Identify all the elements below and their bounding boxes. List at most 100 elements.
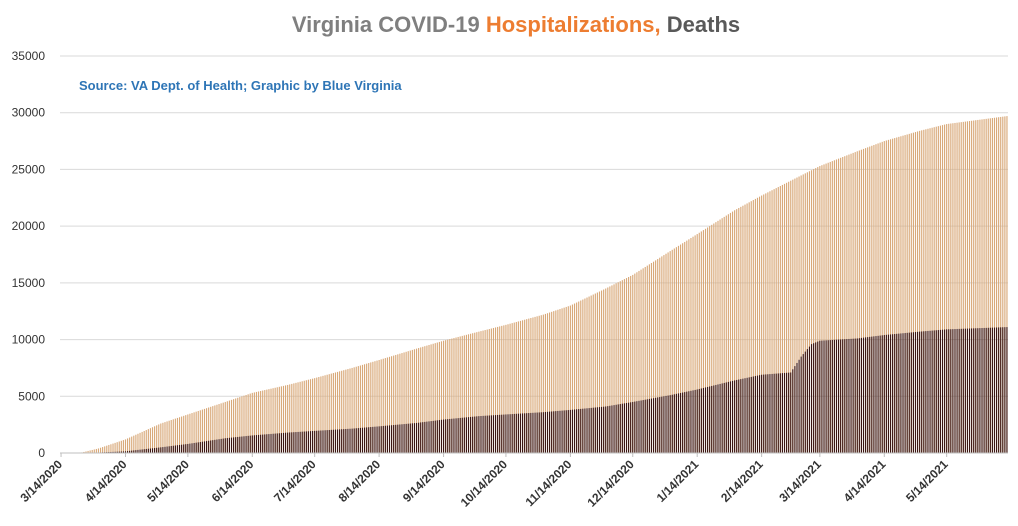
hospitalization-bar [193,412,195,453]
death-bar [648,398,650,453]
hospitalization-bar [104,446,106,453]
hospitalization-bar [440,341,443,453]
death-bar [339,429,341,453]
death-bar [887,334,890,453]
hospitalization-bar [931,127,933,453]
hospitalization-bar [218,404,220,453]
death-bar [145,448,147,453]
hospitalization-bar [659,257,661,453]
death-bar [898,333,900,453]
death-bar [925,331,927,453]
hospitalization-bar [478,331,480,453]
death-bar [821,340,823,453]
hospitalization-bar [118,441,120,453]
death-bar [958,328,960,453]
hospitalization-bar [692,236,694,453]
hospitalization-bar [243,395,245,453]
hospitalization-bar [867,147,869,453]
hospitalization-bar [397,354,399,453]
death-bar [424,421,426,453]
hospitalization-bar [954,122,956,454]
hospitalization-bar [474,332,476,453]
hospitalization-bar [657,259,659,453]
hospitalization-bar [607,287,609,453]
hospitalization-bar [650,263,653,453]
death-bar [507,414,509,453]
hospitalization-bar [332,373,334,453]
death-bar [673,394,675,453]
death-bar [422,422,424,453]
hospitalization-bar [640,269,642,453]
hospitalization-bar [442,340,445,453]
death-bar [357,428,359,453]
hospitalization-bar [168,420,170,453]
hospitalization-bar [860,149,862,453]
hospitalization-bar [551,311,553,453]
death-bar [594,407,596,453]
death-bar [380,426,382,453]
hospitalization-bar [268,389,270,453]
death-bar [187,443,189,453]
hospitalization-bar [902,135,904,454]
death-bar [561,410,563,453]
death-bar [124,451,127,453]
hospitalization-bar [137,433,139,453]
hospitalization-bar [889,139,892,453]
hospitalization-bar [960,122,962,453]
death-bar [835,339,838,453]
hospitalization-bar [590,295,592,453]
hospitalization-bar [1000,116,1002,453]
hospitalization-bar [690,238,692,453]
hospitalization-bar [191,413,193,453]
death-bar [590,407,592,453]
death-bar [844,339,846,453]
hospitalization-bar [995,117,998,454]
death-bar [156,447,158,453]
death-bar [655,397,657,453]
death-bar [719,383,721,453]
death-bar [860,337,862,453]
death-bar [178,444,181,453]
death-bar [524,413,526,453]
death-bar [881,335,883,453]
hospitalization-bar [567,306,569,453]
death-bar [615,404,617,453]
death-bar [266,434,268,453]
hospitalization-bar [339,371,341,453]
death-bar [245,436,247,453]
hospitalization-bar [842,157,844,453]
hospitalization-bar [341,370,343,453]
death-bar [314,430,316,453]
death-bar [573,409,576,453]
hospitalization-bar [756,197,759,453]
death-bar [977,328,979,453]
death-bar [628,402,630,453]
hospitalization-bar [228,400,230,453]
hospitalization-bar [962,121,964,454]
death-bar [935,330,937,453]
death-bar [517,413,519,453]
death-bar [840,339,842,453]
hospitalization-bar [696,234,698,453]
hospitalization-bar [865,148,867,453]
hospitalization-bar [349,368,351,453]
grid-lines [60,55,1008,454]
hospitalization-bar [143,430,145,453]
hospitalization-bar [85,451,87,453]
hospitalization-bar [910,133,912,453]
hospitalization-bar [291,383,293,453]
hospitalization-bar [975,120,977,453]
hospitalization-bar [316,377,318,453]
hospitalization-bar [255,391,258,453]
hospitalization-bar [742,205,744,453]
hospitalization-bar [773,189,775,454]
hospitalization-bar [900,136,902,453]
death-bar [268,434,270,453]
hospitalization-bar [320,376,322,453]
hospitalization-bar [116,442,118,453]
death-bar [220,438,222,453]
death-bar [509,414,511,453]
hospitalization-bar [991,118,993,453]
death-bar [802,354,804,453]
death-bar [948,329,950,453]
